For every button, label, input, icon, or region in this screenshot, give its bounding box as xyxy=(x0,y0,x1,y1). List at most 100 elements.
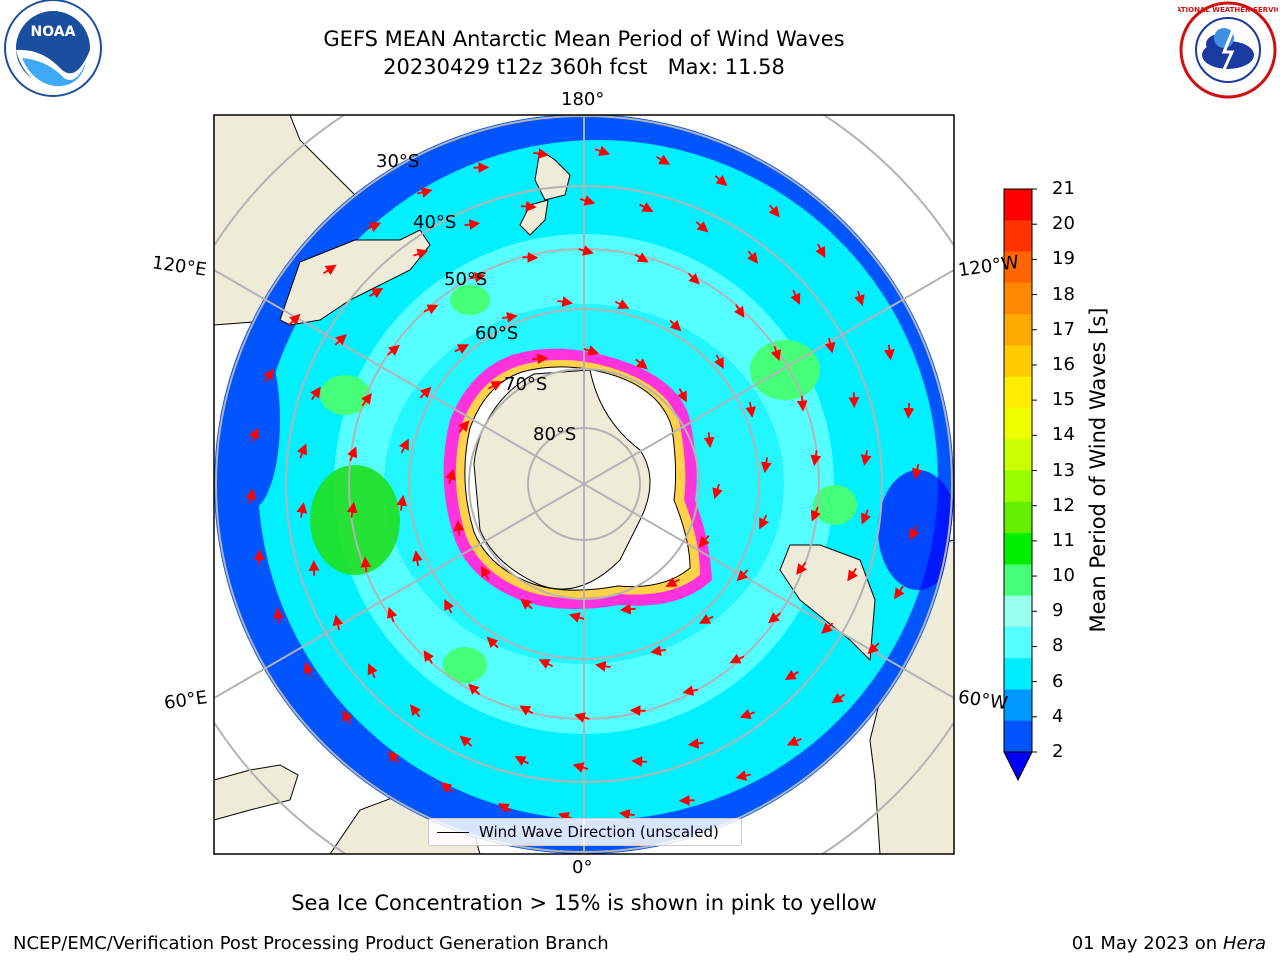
wind-wave-arrow xyxy=(614,299,630,309)
footer-credit: NCEP/EMC/Verification Post Processing Pr… xyxy=(13,933,609,954)
map-frame xyxy=(213,114,955,855)
lat-label-50s: 50°S xyxy=(444,269,488,290)
wind-wave-arrow xyxy=(310,386,321,401)
colorbar-tick-label: 11 xyxy=(1052,529,1075,551)
wind-wave-arrow xyxy=(253,549,265,565)
wind-wave-arrow xyxy=(860,450,872,466)
wind-wave-arrow xyxy=(481,565,491,580)
colorbar-tick-label: 8 xyxy=(1052,635,1064,657)
colorbar-tick-label: 6 xyxy=(1052,670,1064,692)
colorbar-tick-label: 4 xyxy=(1052,705,1064,727)
wind-wave-arrow xyxy=(342,710,353,725)
wind-wave-arrow xyxy=(497,803,512,814)
wind-wave-arrow xyxy=(520,201,537,212)
wind-wave-arrow xyxy=(729,653,745,664)
wind-wave-arrow xyxy=(469,272,486,283)
wind-wave-arrow xyxy=(665,577,680,587)
wind-wave-arrow xyxy=(568,612,585,623)
wind-wave-arrows xyxy=(245,145,923,823)
wind-wave-arrow xyxy=(634,252,649,263)
colorbar-tick-label: 15 xyxy=(1052,389,1075,411)
chart-title: GEFS MEAN Antarctic Mean Period of Wind … xyxy=(323,27,845,51)
wind-wave-arrow xyxy=(486,636,499,649)
wind-wave-arrow xyxy=(635,358,648,370)
wind-wave-arrow xyxy=(784,669,799,681)
colorbar-tick-label: 21 xyxy=(1052,178,1075,199)
wind-wave-arrow xyxy=(824,337,836,354)
wind-wave-arrow xyxy=(519,705,534,716)
wind-wave-arrow xyxy=(557,296,574,308)
wind-wave-arrow xyxy=(572,762,589,773)
colorbar xyxy=(1003,188,1037,782)
wind-wave-arrow xyxy=(423,650,435,664)
wind-wave-arrow xyxy=(698,535,710,548)
wind-wave-arrow xyxy=(760,457,772,474)
colorbar-segment xyxy=(1004,220,1032,253)
wind-wave-arrow xyxy=(790,290,801,305)
wind-wave-arrow xyxy=(464,219,481,230)
meridian-label-bottom: 0° xyxy=(572,857,593,878)
wind-wave-arrow xyxy=(297,443,308,459)
wind-wave-arrow xyxy=(903,403,915,419)
wind-wave-arrow xyxy=(713,354,724,370)
wind-wave-arrow xyxy=(619,603,636,615)
wind-wave-arrow xyxy=(322,264,337,276)
wind-wave-arrow xyxy=(501,311,518,323)
wind-wave-arrow xyxy=(445,468,456,485)
lat-label-70s: 70°S xyxy=(504,374,548,395)
colorbar-title: Mean Period of Wind Waves [s] xyxy=(1086,307,1110,633)
lat-label-80s: 80°S xyxy=(533,424,577,445)
wind-wave-arrow xyxy=(245,488,257,505)
wind-wave-arrow xyxy=(893,585,905,600)
wind-wave-arrow xyxy=(695,221,709,233)
svg-text:NOAA: NOAA xyxy=(31,24,76,40)
wind-wave-arrow xyxy=(417,187,433,198)
wind-wave-arrow xyxy=(386,606,398,623)
footer-date-text: 01 May 2023 on xyxy=(1071,933,1218,954)
wind-wave-arrow xyxy=(821,622,834,635)
colorbar-tick-label: 19 xyxy=(1052,248,1075,270)
wind-wave-arrow xyxy=(911,463,923,480)
colorbar-segment xyxy=(1004,501,1032,534)
wind-wave-arrow xyxy=(759,514,769,530)
wind-wave-arrow xyxy=(768,612,781,624)
wind-wave-arrow xyxy=(747,250,758,264)
colorbar-segment xyxy=(1004,689,1032,722)
colorbar-tick-label: 10 xyxy=(1052,565,1075,587)
wind-wave-arrow xyxy=(867,642,880,655)
sea-ice-caption: Sea Ice Concentration > 15% is shown in … xyxy=(291,891,877,915)
wind-wave-arrow xyxy=(410,704,421,718)
wind-wave-arrow xyxy=(639,202,654,212)
nws-logo: NATIONAL WEATHER SERVICE xyxy=(1170,0,1280,100)
wind-wave-arrow xyxy=(533,148,550,159)
wind-wave-arrow xyxy=(366,222,382,233)
colorbar-segment xyxy=(1004,658,1032,690)
wind-wave-arrow xyxy=(815,243,826,258)
wind-wave-arrow xyxy=(361,392,372,407)
wind-wave-arrow xyxy=(631,756,648,767)
footer-date: 01 May 2023 on Hera xyxy=(1072,933,1266,954)
wind-wave-arrow xyxy=(419,386,432,399)
wind-wave-arrow xyxy=(399,438,409,454)
meridian-label-top: 180° xyxy=(561,89,605,110)
colorbar-segment xyxy=(1004,251,1032,284)
wind-wave-arrow xyxy=(678,794,695,806)
wind-wave-arrow xyxy=(739,708,755,720)
colorbar-tick-label: 12 xyxy=(1052,494,1075,516)
colorbar-segment xyxy=(1004,470,1032,503)
wind-wave-arrow xyxy=(796,395,808,412)
noaa-logo: NOAA xyxy=(2,0,104,100)
wind-wave-arrow xyxy=(522,251,539,263)
lat-label-60s: 60°S xyxy=(475,323,519,344)
wind-wave-arrow xyxy=(831,692,846,704)
wind-wave-arrow xyxy=(703,432,715,449)
wind-wave-arrow xyxy=(578,245,594,256)
wind-wave-arrow xyxy=(332,614,344,631)
wind-wave-arrow xyxy=(883,344,895,361)
colorbar-segment xyxy=(1004,564,1032,597)
colorbar-tick-label: 13 xyxy=(1052,459,1075,481)
wind-wave-arrow xyxy=(594,145,611,156)
wind-wave-arrow xyxy=(847,567,858,582)
wind-wave-arrow xyxy=(687,738,704,749)
